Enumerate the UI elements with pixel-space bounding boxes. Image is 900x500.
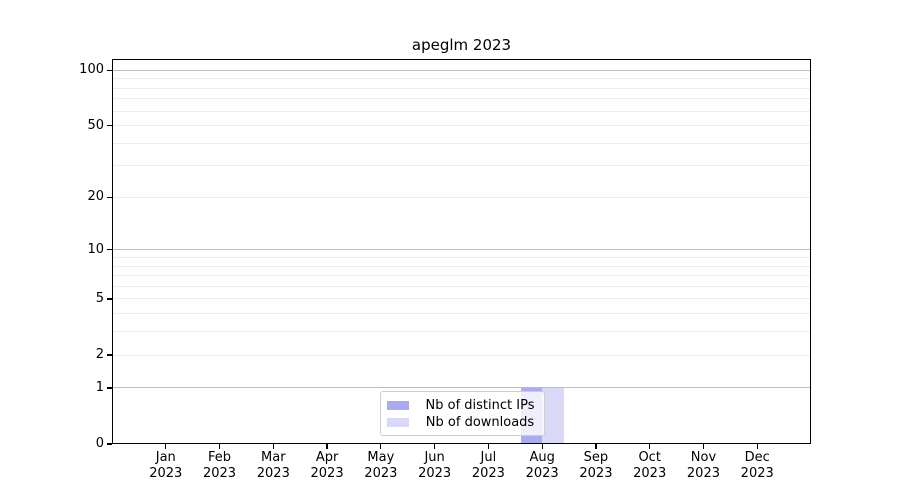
gridline-minor	[112, 125, 811, 127]
x-tick-year-label: 2023	[471, 466, 505, 481]
x-tick-label: Sep 2023	[564, 450, 628, 482]
x-tick-mark	[326, 444, 328, 449]
y-tick-mark	[107, 196, 112, 199]
gridline-minor	[112, 165, 811, 167]
y-tick-label: 50	[87, 117, 104, 133]
legend-item-distinct-ips: Nb of distinct IPs	[387, 397, 536, 413]
x-tick-month-label: Aug	[529, 450, 555, 465]
x-tick-mark	[165, 444, 167, 449]
x-tick-mark	[595, 444, 597, 449]
x-tick-mark	[756, 444, 758, 449]
gridline-minor	[112, 354, 811, 356]
gridline-minor	[112, 196, 811, 198]
x-tick-year-label: 2023	[579, 466, 613, 481]
gridline-minor	[112, 331, 811, 333]
y-tick-label: 0	[95, 436, 104, 451]
legend-swatch-downloads	[387, 417, 409, 427]
legend-swatch-distinct-ips	[387, 400, 409, 410]
x-tick-mark	[272, 444, 274, 449]
x-tick-label: Jul 2023	[456, 450, 520, 482]
bar-downloads	[542, 387, 564, 444]
gridline-minor	[112, 78, 811, 80]
y-tick-mark	[107, 249, 112, 251]
x-tick-label: Oct 2023	[618, 450, 682, 482]
y-tick-mark	[107, 354, 112, 356]
x-tick-month-label: Sep	[583, 450, 609, 465]
x-tick-mark	[380, 444, 382, 449]
x-tick-label: Aug 2023	[510, 450, 574, 482]
gridline-minor	[112, 98, 811, 100]
gridline-minor	[112, 142, 811, 144]
x-tick-month-label: Feb	[208, 450, 232, 465]
y-tick-label: 10	[87, 241, 104, 257]
gridline-major	[112, 387, 811, 389]
x-tick-mark	[702, 444, 705, 449]
gridline-minor	[112, 265, 811, 267]
chart-title: apeglm 2023	[411, 36, 512, 54]
x-tick-year-label: 2023	[202, 466, 237, 481]
x-tick-month-label: Apr	[315, 450, 339, 465]
gridline-minor	[112, 285, 811, 287]
gridline-minor	[112, 313, 811, 315]
x-tick-mark	[433, 444, 436, 449]
x-tick-label: Nov 2023	[671, 450, 735, 482]
x-tick-mark	[218, 444, 221, 449]
plot-area-border	[112, 59, 811, 444]
y-tick-mark	[107, 298, 112, 300]
x-tick-label: Feb 2023	[188, 450, 252, 482]
gridline-minor	[112, 298, 811, 300]
gridline-minor	[112, 275, 811, 277]
y-tick-mark	[107, 124, 112, 127]
legend: Nb of distinct IPs Nb of downloads	[380, 391, 545, 436]
x-tick-month-label: Oct	[638, 450, 661, 465]
x-tick-label: Jan 2023	[134, 450, 198, 482]
y-tick-label: 100	[79, 62, 104, 78]
x-tick-month-label: Mar	[261, 450, 286, 465]
gridline-minor	[112, 257, 811, 258]
x-tick-mark	[541, 444, 543, 449]
x-tick-month-label: Jul	[480, 450, 497, 465]
x-tick-year-label: 2023	[633, 466, 667, 481]
x-tick-label: Dec 2023	[725, 450, 789, 482]
y-tick-mark	[107, 387, 112, 389]
y-tick-label: 5	[95, 290, 104, 306]
x-tick-year-label: 2023	[525, 466, 559, 481]
x-tick-year-label: 2023	[310, 466, 344, 481]
gridline-major	[112, 249, 811, 251]
x-tick-label: Apr 2023	[295, 450, 359, 482]
x-tick-month-label: Jan	[155, 450, 176, 465]
gridline-minor	[112, 110, 811, 112]
legend-label-distinct-ips: Nb of distinct IPs	[425, 397, 535, 413]
gridline-major	[112, 69, 811, 71]
x-tick-year-label: 2023	[418, 466, 452, 481]
x-tick-year-label: 2023	[686, 466, 720, 481]
legend-label-downloads: Nb of downloads	[425, 414, 535, 430]
x-tick-label: Jun 2023	[403, 450, 467, 482]
y-tick-label: 2	[95, 347, 104, 363]
x-tick-label: Mar 2023	[241, 450, 305, 482]
legend-item-downloads: Nb of downloads	[387, 414, 536, 430]
x-tick-month-label: May	[367, 450, 395, 465]
x-tick-mark	[487, 444, 490, 449]
y-tick-label: 1	[95, 379, 104, 395]
x-tick-month-label: Nov	[690, 450, 717, 465]
x-tick-year-label: 2023	[256, 466, 290, 481]
x-tick-month-label: Dec	[744, 450, 770, 465]
x-tick-year-label: 2023	[149, 466, 183, 481]
y-tick-mark	[107, 69, 112, 71]
gridline-minor	[112, 87, 811, 89]
x-tick-year-label: 2023	[740, 466, 774, 481]
y-tick-mark	[107, 443, 112, 445]
x-tick-year-label: 2023	[364, 466, 398, 481]
x-tick-month-label: Jun	[424, 450, 445, 465]
x-tick-label: May 2023	[349, 450, 413, 482]
x-tick-mark	[649, 444, 651, 449]
y-tick-label: 20	[87, 189, 104, 205]
